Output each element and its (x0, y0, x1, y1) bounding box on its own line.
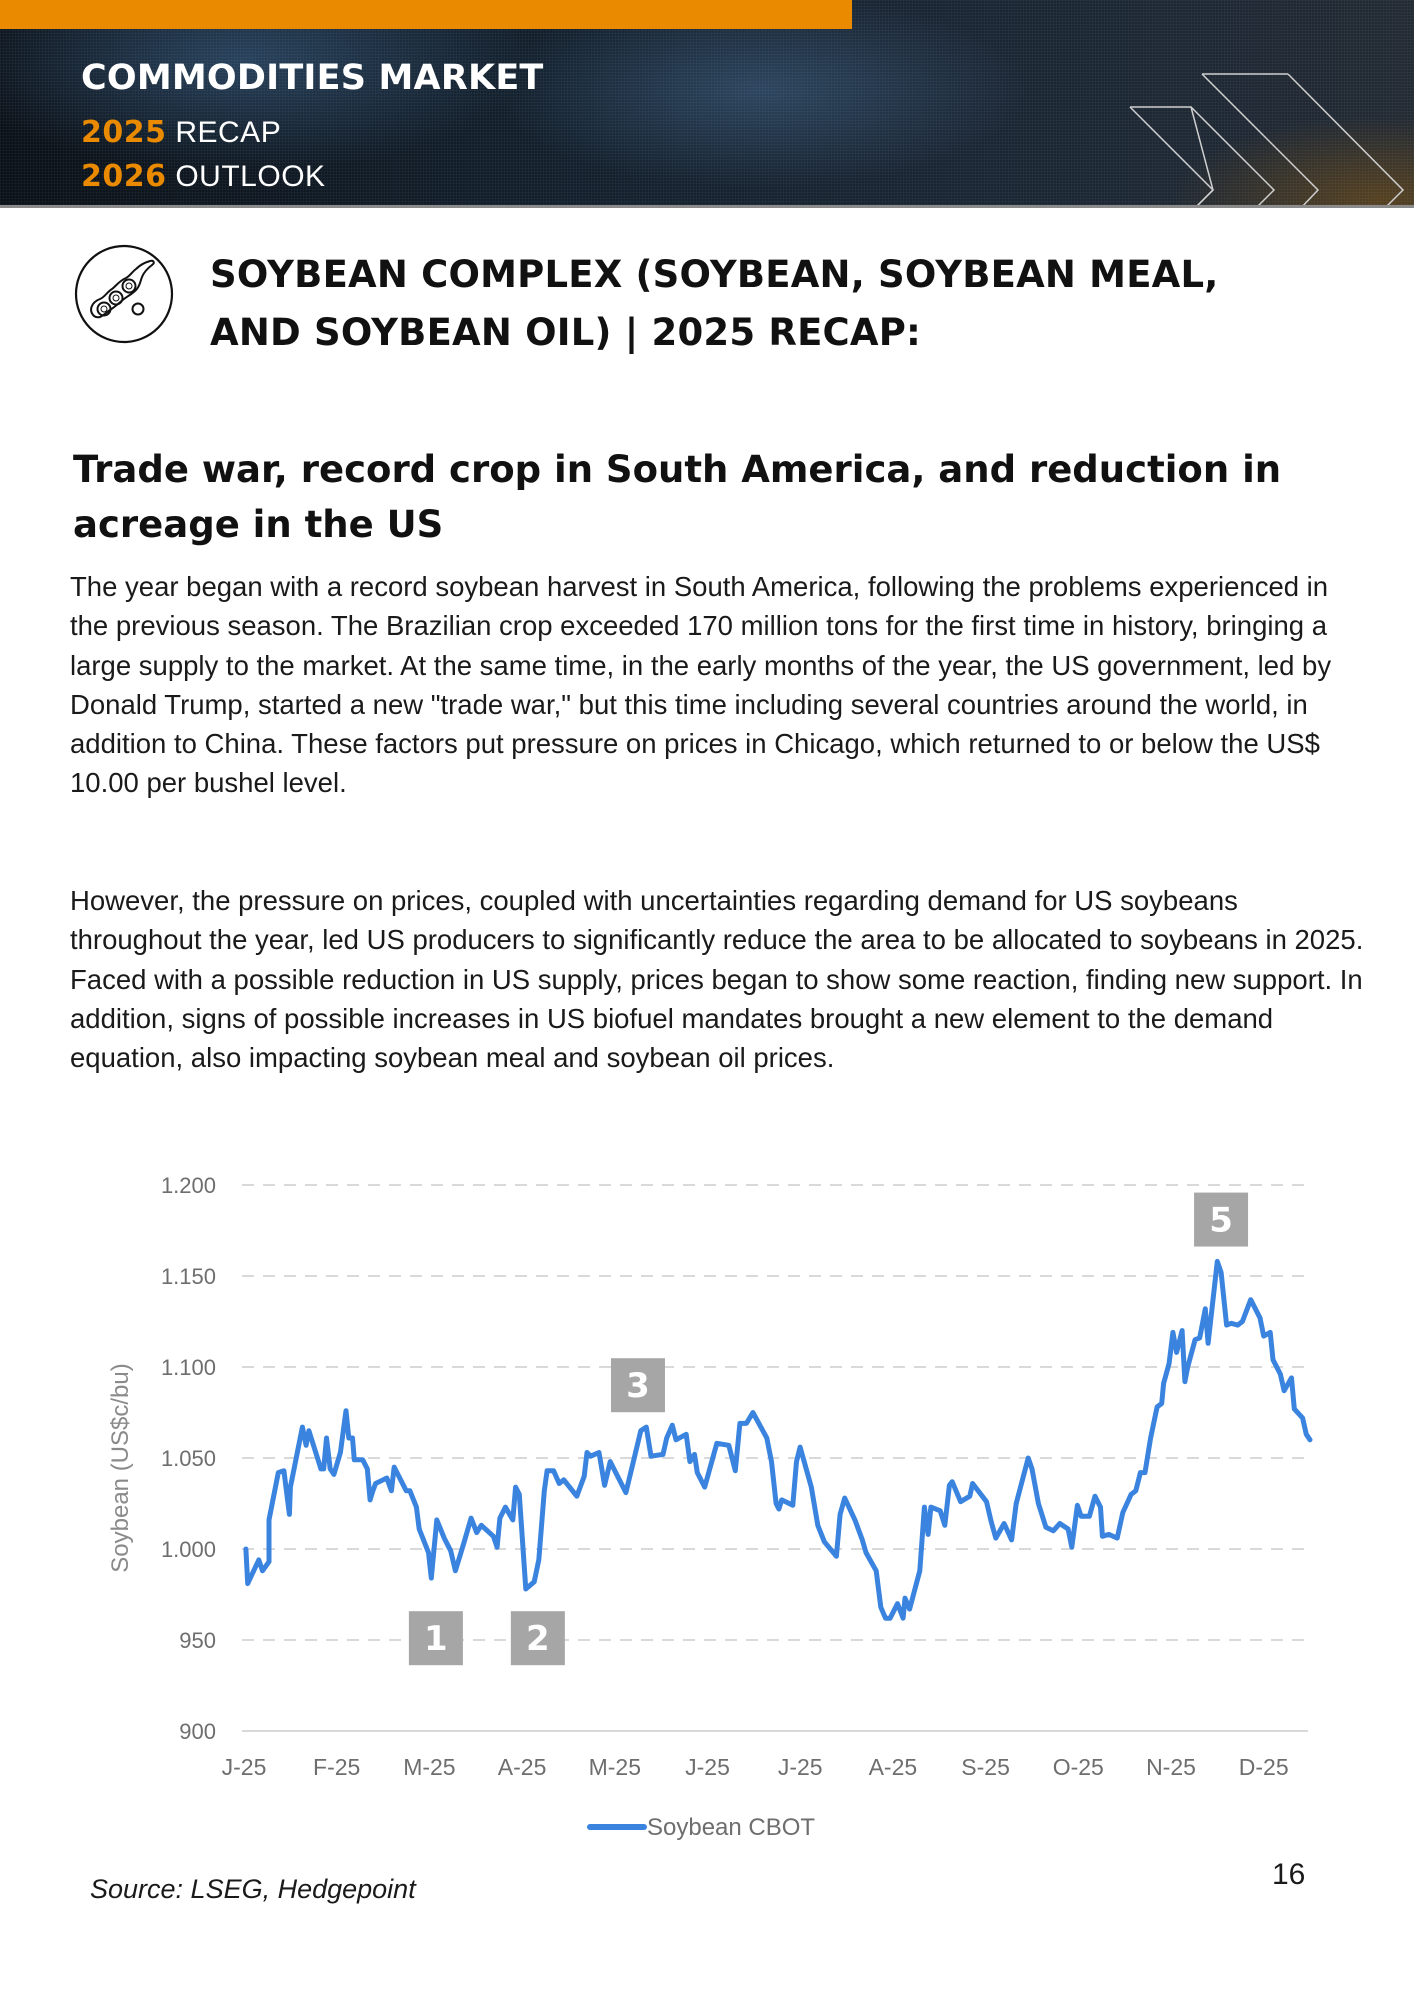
annotation-marker-3: 3 (610, 1358, 665, 1413)
annotation-box (510, 1611, 565, 1666)
banner-recap-line: 2025 RECAP (81, 115, 281, 150)
series-layer (243, 1258, 1313, 1621)
x-axis-ticks: J-25 F-25 M-25 A-25 M-25 J-25 J-25 A-25 S-25 O-25… (222, 1754, 1289, 1780)
annotation-label: 1 (424, 1619, 448, 1659)
y-tick-label: 1.000 (161, 1537, 216, 1562)
source-note: Source: LSEG, Hedgepoint (90, 1874, 416, 1904)
annotation-marker-2: 2 (510, 1611, 565, 1666)
series-line-soybean-cbot (243, 1258, 1313, 1621)
section-title-line2: AND SOYBEAN OIL) | 2025 RECAP: (210, 311, 922, 354)
outlook-year: 2026 (81, 159, 167, 194)
x-tick-label: S-25 (961, 1754, 1010, 1780)
section-title-line1: SOYBEAN COMPLEX (SOYBEAN, SOYBEAN MEAL, (210, 253, 1219, 296)
x-tick-label: D-25 (1239, 1754, 1289, 1780)
x-tick-label: J-25 (685, 1754, 730, 1780)
chevron-arrows-icon (1129, 73, 1405, 208)
header-banner (0, 0, 1414, 208)
annotation-label: 5 (1209, 1201, 1233, 1241)
banner-title: COMMODITIES MARKET (81, 58, 544, 98)
outlook-label: OUTLOOK (175, 160, 326, 193)
section-title: SOYBEAN COMPLEX (SOYBEAN, SOYBEAN MEAL, … (210, 246, 1360, 362)
recap-year: 2025 (81, 115, 167, 150)
chart-canvas: 900 950 1.000 1.050 1.100 1.150 1.200 J-25 F-25… (107, 1173, 1313, 1841)
annotation-box (610, 1358, 665, 1413)
legend-label-soybean-cbot: Soybean CBOT (647, 1814, 815, 1841)
soybean-pod-icon (74, 244, 174, 344)
x-tick-label: A-25 (869, 1754, 918, 1780)
banner-outlook-line: 2026 OUTLOOK (81, 159, 326, 194)
article-subheading: Trade war, record crop in South America,… (73, 448, 1282, 546)
y-axis-ticks: 900 950 1.000 1.050 1.100 1.150 1.200 (161, 1173, 216, 1744)
annotation-box (408, 1611, 463, 1666)
y-tick-label: 1.200 (161, 1173, 216, 1198)
annotation-marker-5: 5 (1194, 1192, 1249, 1247)
soybean-price-chart: 900 950 1.000 1.050 1.100 1.150 1.200 J-25 F-25… (0, 1150, 1414, 1850)
y-axis-label: Soybean (US$c/bu) (107, 1363, 134, 1572)
annotation-label: 2 (526, 1619, 550, 1659)
page-number: 16 (1272, 1858, 1306, 1891)
y-tick-label: 1.100 (161, 1355, 216, 1380)
accent-bar (0, 0, 852, 29)
y-tick-label: 900 (179, 1719, 216, 1744)
y-tick-label: 950 (179, 1628, 216, 1653)
annotation-marker-1: 1 (408, 1611, 463, 1666)
x-tick-label: N-25 (1146, 1754, 1196, 1780)
x-tick-label: A-25 (498, 1754, 547, 1780)
x-tick-label: J-25 (778, 1754, 823, 1780)
recap-label: RECAP (175, 116, 282, 149)
y-tick-label: 1.050 (161, 1446, 216, 1471)
x-tick-label: J-25 (222, 1754, 267, 1780)
x-tick-label: F-25 (313, 1754, 360, 1780)
banner-texture (0, 0, 1414, 208)
annotations: 1 2 3 5 (408, 1192, 1249, 1666)
chart-legend: Soybean CBOT (587, 1814, 815, 1841)
article-paragraph-1: The year began with a record soybean har… (70, 571, 1332, 799)
annotation-label: 3 (626, 1366, 650, 1406)
x-tick-label: O-25 (1053, 1754, 1104, 1780)
x-tick-label: M-25 (589, 1754, 641, 1780)
x-tick-label: M-25 (403, 1754, 455, 1780)
article-paragraph-2: However, the pressure on prices, coupled… (70, 885, 1364, 1074)
y-tick-label: 1.150 (161, 1264, 216, 1289)
annotation-box (1194, 1192, 1249, 1247)
